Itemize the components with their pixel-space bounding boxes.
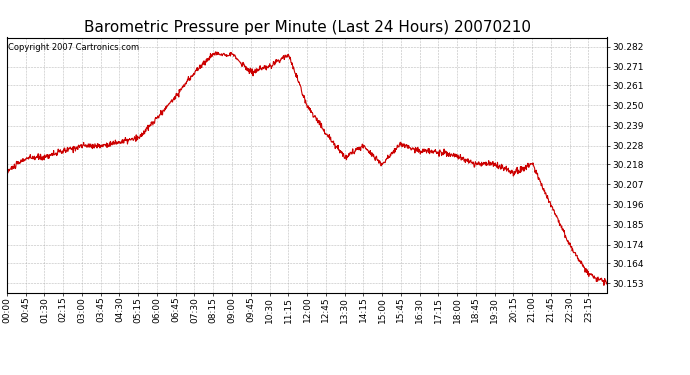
Text: Copyright 2007 Cartronics.com: Copyright 2007 Cartronics.com bbox=[8, 43, 139, 52]
Title: Barometric Pressure per Minute (Last 24 Hours) 20070210: Barometric Pressure per Minute (Last 24 … bbox=[83, 20, 531, 35]
